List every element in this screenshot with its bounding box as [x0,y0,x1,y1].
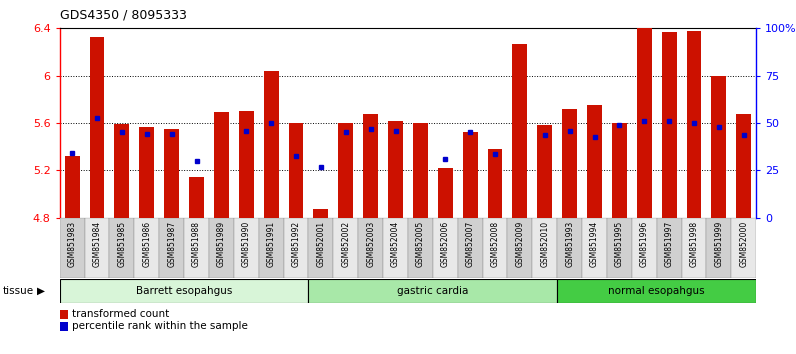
Bar [234,218,259,278]
Bar [607,218,632,278]
Text: GSM852005: GSM852005 [416,221,425,267]
Bar [513,44,527,218]
Text: GSM851999: GSM851999 [714,221,724,267]
Text: GSM852004: GSM852004 [391,221,400,267]
Text: percentile rank within the sample: percentile rank within the sample [72,321,248,331]
Bar [413,123,427,218]
Bar [507,218,533,278]
Text: GSM852010: GSM852010 [540,221,549,267]
Text: GSM851990: GSM851990 [242,221,251,267]
Text: GSM851993: GSM851993 [565,221,574,267]
Text: GSM852008: GSM852008 [490,221,500,267]
Bar [308,218,334,278]
Bar [487,149,502,218]
Bar [557,218,582,278]
Text: tissue: tissue [2,286,33,296]
Bar [159,218,184,278]
Bar [314,210,328,218]
Text: GSM852006: GSM852006 [441,221,450,267]
Text: GSM851989: GSM851989 [217,221,226,267]
Text: GSM852001: GSM852001 [316,221,326,267]
Bar [363,114,378,218]
Text: GSM851996: GSM851996 [640,221,649,267]
Bar [164,129,179,218]
Text: GSM852007: GSM852007 [466,221,474,267]
Text: GSM851985: GSM851985 [117,221,127,267]
Bar [388,121,403,218]
Bar [60,279,308,303]
Text: Barrett esopahgus: Barrett esopahgus [136,286,232,296]
Bar [259,218,283,278]
Bar [84,218,109,278]
Bar [657,218,681,278]
Bar [308,279,557,303]
Text: GSM851998: GSM851998 [689,221,699,267]
Text: GSM852009: GSM852009 [515,221,525,267]
Text: ▶: ▶ [37,286,45,296]
Bar [283,218,308,278]
Bar [706,218,732,278]
Bar [263,71,279,218]
Bar [135,218,159,278]
Text: GSM851987: GSM851987 [167,221,176,267]
Text: GSM852003: GSM852003 [366,221,375,267]
Bar [338,123,353,218]
Text: GSM851995: GSM851995 [615,221,624,267]
Bar [557,279,756,303]
Text: GSM852000: GSM852000 [739,221,748,267]
Bar [632,218,657,278]
Bar [686,31,701,218]
Text: gastric cardia: gastric cardia [397,286,469,296]
Bar [239,111,254,218]
Text: GSM851991: GSM851991 [267,221,275,267]
Bar [458,218,482,278]
Text: GSM851988: GSM851988 [192,221,201,267]
Bar [732,218,756,278]
Bar [358,218,383,278]
Bar [89,36,104,218]
Text: GDS4350 / 8095333: GDS4350 / 8095333 [60,9,186,22]
Bar [482,218,507,278]
Bar [661,32,677,218]
Bar [587,105,602,218]
Bar [408,218,433,278]
Bar [562,109,577,218]
Bar [612,123,626,218]
Text: GSM851983: GSM851983 [68,221,76,267]
Bar [681,218,706,278]
Text: transformed count: transformed count [72,309,169,319]
Bar [533,218,557,278]
Bar [736,114,751,218]
Bar [433,218,458,278]
Bar [537,125,552,218]
Bar [438,168,453,218]
Bar [712,76,726,218]
Text: GSM852002: GSM852002 [341,221,350,267]
Bar [288,123,303,218]
Text: GSM851994: GSM851994 [590,221,599,267]
Bar [214,112,228,218]
Text: GSM851984: GSM851984 [92,221,102,267]
Text: normal esopahgus: normal esopahgus [608,286,705,296]
Bar [582,218,607,278]
Bar [209,218,234,278]
Text: GSM851992: GSM851992 [291,221,301,267]
Bar [115,124,129,218]
Bar [64,156,80,218]
Bar [60,218,84,278]
Bar [189,177,204,218]
Text: GSM851997: GSM851997 [665,221,673,267]
Bar [462,132,478,218]
Bar [109,218,135,278]
Bar [139,127,154,218]
Bar [637,28,652,218]
Bar [334,218,358,278]
Text: GSM851986: GSM851986 [142,221,151,267]
Bar [383,218,408,278]
Bar [184,218,209,278]
